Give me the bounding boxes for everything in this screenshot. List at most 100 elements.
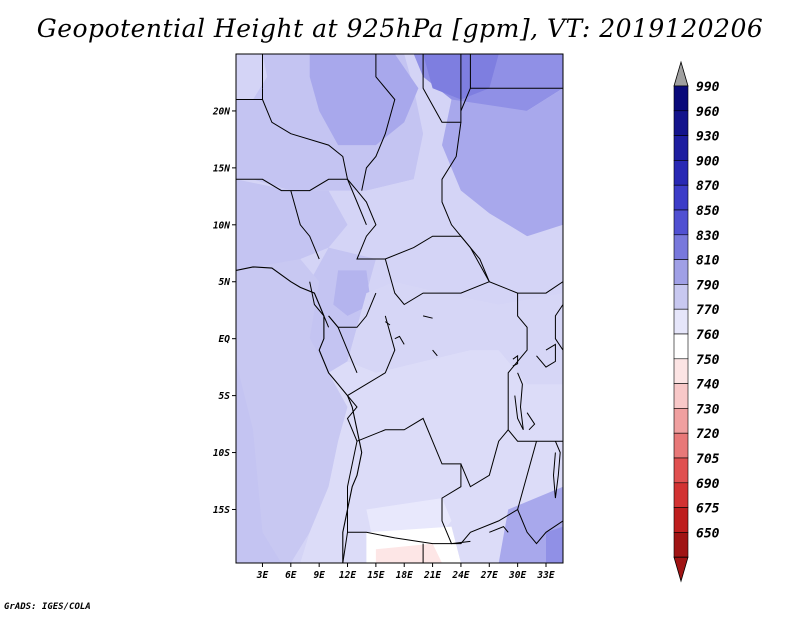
colorbar-swatch-7 [673, 259, 689, 285]
country-boundary-18 [460, 429, 509, 488]
colorbar-swatch-15 [673, 457, 689, 484]
height-region-11 [347, 281, 563, 385]
grads-credit: GrADS: IGES/COLA [4, 602, 91, 612]
y-tick-label-5: 5S [219, 391, 231, 402]
country-boundary-22 [328, 315, 358, 373]
colorbar-label-11: 750 [696, 353, 720, 368]
colorbar-label-15: 705 [696, 452, 720, 467]
colorbar-top-triangle [673, 60, 689, 87]
lake-outline-4 [489, 525, 509, 533]
height-region-0 [236, 54, 268, 100]
colorbar-label-14: 720 [696, 427, 720, 442]
colorbar-swatch-13 [673, 408, 689, 434]
colorbar-swatch-3 [673, 160, 689, 186]
country-boundary-9 [356, 190, 563, 294]
colorbar-label-7: 810 [696, 254, 720, 269]
country-boundary-25 [347, 179, 367, 225]
x-tick-label-2: 9E [313, 570, 325, 581]
colorbar-label-16: 690 [696, 477, 720, 492]
country-boundary-11 [507, 293, 563, 442]
lake-outline-5 [526, 412, 536, 431]
country-boundary-17 [356, 417, 537, 545]
colorbar-swatch-12 [673, 383, 689, 409]
country-boundary-13 [384, 258, 490, 306]
lake-outline-6 [394, 335, 405, 345]
country-boundary-12 [554, 304, 563, 351]
country-boundary-21 [517, 509, 563, 545]
y-tick-label-4: EQ [219, 334, 231, 345]
colorbar-label-0: 990 [696, 80, 720, 95]
colorbar-swatch-8 [673, 284, 689, 310]
colorbar-swatch-14 [673, 432, 689, 459]
colorbar-label-6: 830 [696, 229, 720, 244]
map-plot-area [235, 53, 564, 564]
chart-title: Geopotential Height at 925hPa [gpm], VT:… [36, 14, 764, 43]
lake-outline-0 [514, 372, 524, 431]
x-tick-label-5: 18E [396, 570, 413, 581]
country-boundary-23 [309, 281, 330, 328]
lake-outline-1 [536, 343, 556, 368]
x-tick-label-10: 33E [536, 570, 554, 581]
colorbar-label-17: 675 [696, 502, 720, 517]
colorbar-label-8: 790 [696, 278, 720, 293]
colorbar-label-12: 740 [696, 378, 720, 393]
colorbar-swatch-16 [673, 482, 689, 508]
colorbar-label-9: 770 [696, 303, 720, 318]
height-region-17 [546, 526, 563, 563]
colorbar-swatch-2 [673, 135, 689, 161]
colorbar-label-3: 900 [696, 154, 720, 169]
height-region-6 [300, 179, 563, 305]
country-boundary-7 [441, 122, 462, 237]
height-region-7 [236, 179, 348, 271]
y-tick-label-0: 20N [212, 106, 230, 117]
country-boundary-3 [361, 54, 396, 191]
colorbar: 990 960 930 900 870 850 830 810 790 770 760 750 740 7… [673, 60, 720, 583]
colorbar-label-18: 650 [696, 526, 720, 541]
colorbar-bottom-triangle [673, 556, 689, 583]
x-tick-label-0: 3E [256, 570, 269, 581]
coastline-0 [236, 266, 363, 563]
colorbar-swatch-11 [673, 358, 689, 384]
y-tick-label-1: 15N [213, 163, 230, 174]
height-region-5 [442, 88, 563, 237]
lake-outline-9 [385, 321, 391, 326]
colorbar-label-1: 960 [696, 105, 720, 120]
lake-outline-2 [512, 354, 519, 367]
x-tick-label-1: 6E [285, 570, 297, 581]
y-tick-label-7: 15S [213, 505, 230, 516]
country-boundary-15 [347, 315, 396, 397]
x-tick-label-3: 12E [339, 570, 356, 581]
height-region-12 [300, 350, 563, 563]
height-region-2 [309, 54, 419, 146]
x-axis: 3E 6E 9E 12E 15E 18E 21E 24E 27E 30E 33E [256, 563, 555, 581]
country-boundary-19 [347, 531, 471, 545]
colorbar-label-13: 730 [696, 402, 720, 417]
y-axis: 20N 15N 10N 5N EQ 5S 10S 15S [212, 106, 236, 516]
map-lines [236, 54, 563, 563]
y-tick-label-3: 5N [219, 277, 231, 288]
x-tick-label-7: 24E [451, 570, 469, 581]
height-region-9 [333, 270, 372, 316]
colorbar-swatch-6 [673, 234, 689, 260]
x-tick-label-8: 27E [480, 570, 498, 581]
colorbar-label-10: 760 [696, 328, 720, 343]
colorbar-swatch-18 [673, 532, 689, 558]
colorbar-label-4: 870 [696, 179, 720, 194]
colorbar-swatch-10 [673, 333, 689, 360]
colorbar-swatch-4 [673, 184, 689, 211]
colorbar-label-2: 930 [696, 130, 720, 145]
colorbar-swatch-17 [673, 507, 689, 533]
colorbar-swatch-5 [673, 209, 689, 236]
height-region-15 [375, 543, 442, 563]
lake-outline-8 [432, 349, 438, 357]
height-region-18 [236, 361, 282, 563]
colorbar-label-5: 850 [696, 204, 720, 219]
colorbar-swatch-1 [673, 110, 689, 136]
country-boundary-2 [262, 99, 348, 180]
country-boundary-10 [460, 235, 490, 282]
colorbar-swatch-0 [673, 85, 689, 112]
x-tick-label-4: 15E [367, 570, 384, 581]
lake-outline-7 [422, 315, 433, 319]
map-frame [235, 53, 564, 564]
